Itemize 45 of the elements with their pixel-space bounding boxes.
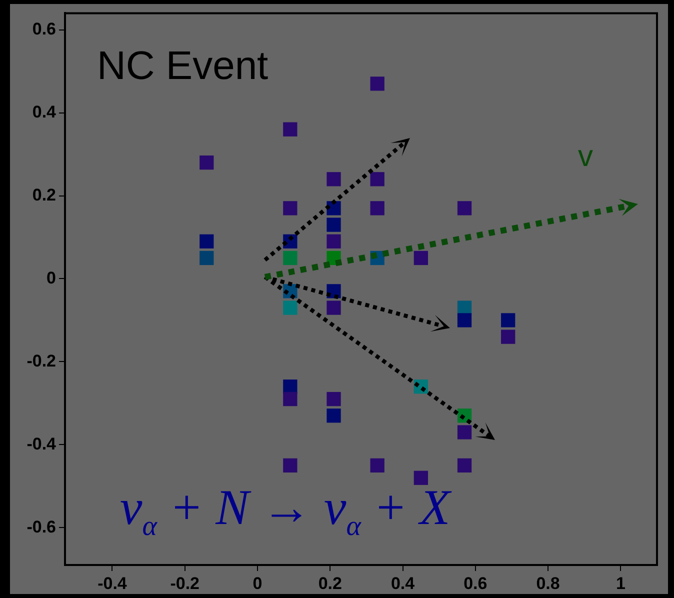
point — [283, 201, 298, 216]
point — [200, 234, 214, 248]
x-tick-label: 0.6 — [464, 574, 488, 593]
point — [414, 470, 428, 485]
point — [370, 172, 384, 186]
point — [370, 76, 384, 91]
point — [283, 300, 298, 315]
point — [283, 392, 298, 406]
x-tick-label: 1 — [616, 574, 626, 593]
point — [457, 313, 472, 328]
point — [283, 122, 298, 136]
y-tick-label: 0.4 — [32, 102, 57, 122]
point — [326, 300, 341, 315]
point — [501, 313, 516, 328]
point — [200, 250, 214, 266]
point — [457, 201, 472, 216]
point — [370, 458, 384, 472]
point — [326, 218, 341, 232]
x-tick-label: 0.4 — [390, 574, 416, 593]
x-tick-label: 0 — [252, 574, 262, 593]
x-tick-label: 0.8 — [536, 574, 560, 593]
point — [501, 330, 516, 344]
point — [200, 155, 214, 170]
y-tick-label: -0.6 — [26, 517, 56, 536]
point — [326, 234, 341, 248]
point — [326, 408, 341, 423]
point — [326, 172, 341, 186]
y-tick-label: 0.6 — [32, 19, 56, 38]
x-tick-label: -0.4 — [98, 574, 128, 593]
x-tick-label: 0.2 — [318, 574, 342, 593]
point — [457, 425, 472, 440]
point — [457, 458, 472, 472]
point — [370, 201, 384, 216]
y-tick-label: 0 — [46, 268, 56, 288]
point — [283, 250, 298, 266]
x-tick-label: -0.2 — [170, 574, 200, 593]
annotation: v — [578, 140, 593, 174]
y-tick-label: 0.2 — [32, 185, 56, 204]
y-tick-label: -0.2 — [26, 351, 56, 370]
point — [326, 392, 341, 406]
point — [283, 458, 298, 472]
annotation: NC Event — [97, 44, 268, 89]
y-tick-label: -0.4 — [26, 434, 57, 454]
annotation: ν$_{α}$ + N → ν$_{α}$ + X — [120, 478, 450, 543]
point — [414, 250, 428, 266]
